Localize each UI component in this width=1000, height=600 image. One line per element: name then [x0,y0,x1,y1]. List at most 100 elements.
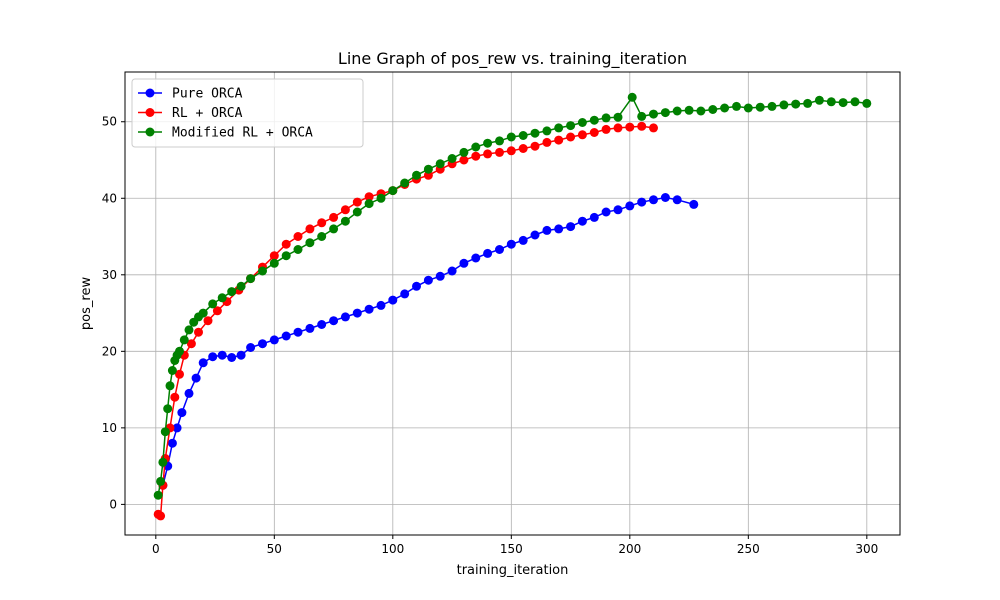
data-point-rl-orca [506,146,516,156]
data-point-pure-orca [340,312,350,322]
data-point-pure-orca [495,245,504,254]
data-point-modified-rl-orca [447,154,457,163]
legend-label: Pure ORCA [172,87,243,102]
data-point-rl-orca [329,212,339,222]
x-tick-label: 250 [737,542,760,556]
data-point-rl-orca [530,141,540,151]
data-point-pure-orca [236,350,246,360]
chart-title: Line Graph of pos_rew vs. training_itera… [338,49,687,69]
data-point-pure-orca [566,222,576,232]
data-point-rl-orca [305,224,315,234]
data-point-modified-rl-orca [566,121,576,131]
data-point-modified-rl-orca [755,102,765,112]
x-axis-label: training_iteration [457,563,569,578]
data-point-modified-rl-orca [227,287,237,297]
data-point-rl-orca [281,239,291,249]
data-point-pure-orca [281,331,291,341]
data-point-rl-orca [577,130,587,140]
data-point-modified-rl-orca [814,95,824,105]
data-point-modified-rl-orca [435,159,445,169]
data-point-modified-rl-orca [459,147,469,157]
data-point-modified-rl-orca [258,266,267,276]
data-point-modified-rl-orca [158,457,168,467]
data-point-modified-rl-orca [388,186,398,196]
legend-item-pure-orca: Pure ORCA [138,87,243,102]
data-point-pure-orca [459,258,469,268]
data-point-modified-rl-orca [554,123,564,133]
data-point-pure-orca [530,230,540,240]
data-point-pure-orca [412,281,421,291]
data-point-modified-rl-orca [518,131,528,140]
data-point-modified-rl-orca [184,325,194,335]
y-tick-label: 10 [102,421,117,435]
data-point-modified-rl-orca [156,476,166,486]
data-point-modified-rl-orca [542,126,552,136]
data-point-modified-rl-orca [376,193,386,203]
data-point-modified-rl-orca [208,299,218,309]
data-point-pure-orca [305,323,315,333]
data-point-rl-orca [459,155,469,165]
data-point-pure-orca [167,438,177,448]
data-point-modified-rl-orca [577,118,587,127]
data-point-pure-orca [423,275,433,285]
data-point-modified-rl-orca [236,281,246,291]
data-point-rl-orca [649,123,658,133]
data-point-modified-rl-orca [495,136,504,146]
data-point-rl-orca [471,151,481,161]
data-point-modified-rl-orca [198,308,208,318]
data-point-modified-rl-orca [660,108,670,118]
data-point-rl-orca [518,144,528,153]
data-point-pure-orca [191,373,201,383]
data-point-pure-orca [613,205,623,215]
data-point-modified-rl-orca [862,98,872,108]
data-point-modified-rl-orca [708,105,718,114]
data-point-modified-rl-orca [696,106,706,116]
data-point-modified-rl-orca [412,170,421,180]
y-tick-label: 20 [102,344,117,358]
data-point-pure-orca [689,199,699,209]
x-tick-label: 300 [855,542,878,556]
data-point-modified-rl-orca [352,207,362,217]
data-point-pure-orca [246,343,256,352]
data-point-rl-orca [554,135,564,145]
data-point-rl-orca [212,306,222,316]
legend-item-rl-orca: RL + ORCA [138,106,243,121]
data-point-modified-rl-orca [627,92,637,102]
y-tick-label: 50 [102,115,117,129]
data-point-pure-orca [672,195,682,205]
legend-marker [145,127,155,137]
x-tick-label: 200 [618,542,641,556]
data-point-modified-rl-orca [720,103,730,113]
data-point-pure-orca [400,289,410,299]
y-axis-label: pos_rew [79,277,94,331]
data-point-pure-orca [208,352,218,362]
data-point-pure-orca [471,253,481,263]
data-point-modified-rl-orca [850,97,860,107]
series-layer [153,92,872,521]
data-point-modified-rl-orca [167,366,177,375]
data-point-rl-orca [194,327,203,337]
data-point-modified-rl-orca [165,381,175,391]
data-point-rl-orca [352,197,362,207]
data-point-pure-orca [625,201,635,211]
data-point-rl-orca [340,205,350,215]
data-point-rl-orca [601,124,611,134]
data-point-modified-rl-orca [471,142,481,152]
data-point-pure-orca [376,300,386,310]
y-tick-label: 0 [109,497,117,511]
data-point-modified-rl-orca [483,138,493,148]
data-point-modified-rl-orca [317,232,327,241]
data-point-modified-rl-orca [175,346,184,356]
data-point-rl-orca [203,316,213,326]
legend: Pure ORCA RL + ORCA Modified RL + ORCA [131,78,364,148]
data-point-modified-rl-orca [684,105,694,115]
plot-frame [124,71,901,536]
legend-box [131,78,364,148]
data-point-modified-rl-orca [530,128,540,138]
data-point-pure-orca [198,358,208,368]
data-point-modified-rl-orca [329,224,339,234]
data-point-rl-orca [566,132,576,142]
data-point-pure-orca [518,235,528,245]
data-point-rl-orca [186,339,196,349]
